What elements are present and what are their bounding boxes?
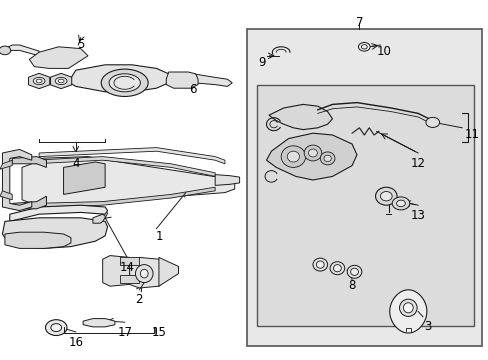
Ellipse shape	[375, 187, 396, 205]
Ellipse shape	[304, 145, 321, 161]
Ellipse shape	[287, 151, 299, 162]
Ellipse shape	[329, 262, 344, 275]
Circle shape	[45, 320, 67, 336]
Ellipse shape	[350, 268, 358, 275]
Circle shape	[358, 42, 369, 51]
Ellipse shape	[308, 149, 317, 157]
Polygon shape	[266, 133, 356, 180]
Ellipse shape	[320, 152, 334, 165]
Polygon shape	[129, 257, 163, 288]
Polygon shape	[93, 214, 105, 223]
Polygon shape	[28, 73, 50, 89]
Polygon shape	[22, 157, 234, 205]
Polygon shape	[120, 275, 139, 283]
Polygon shape	[0, 191, 12, 200]
Polygon shape	[0, 160, 12, 169]
Polygon shape	[159, 257, 178, 286]
Bar	[256, 85, 473, 326]
Text: 15: 15	[151, 326, 166, 339]
Ellipse shape	[36, 79, 42, 83]
Ellipse shape	[101, 69, 148, 96]
Text: 16: 16	[68, 336, 83, 348]
Bar	[246, 29, 481, 346]
Polygon shape	[5, 45, 39, 56]
Text: 12: 12	[410, 157, 425, 170]
Text: 4: 4	[72, 157, 80, 170]
Text: 11: 11	[464, 128, 478, 141]
Polygon shape	[83, 319, 115, 327]
Polygon shape	[10, 205, 107, 221]
Polygon shape	[2, 149, 32, 211]
Circle shape	[51, 324, 61, 332]
Text: 6: 6	[189, 83, 197, 96]
Polygon shape	[68, 65, 168, 92]
Ellipse shape	[140, 269, 148, 278]
Text: 1: 1	[155, 230, 163, 243]
Polygon shape	[193, 74, 232, 86]
Text: 2: 2	[135, 293, 143, 306]
Polygon shape	[166, 72, 198, 88]
Polygon shape	[389, 290, 426, 333]
Polygon shape	[34, 187, 215, 207]
Text: 5: 5	[77, 38, 84, 51]
Polygon shape	[12, 196, 46, 209]
Text: 8: 8	[347, 279, 355, 292]
Polygon shape	[29, 47, 88, 68]
Ellipse shape	[380, 192, 391, 201]
Polygon shape	[39, 148, 224, 164]
Ellipse shape	[58, 79, 64, 83]
Polygon shape	[50, 73, 72, 89]
Ellipse shape	[55, 77, 67, 85]
Ellipse shape	[346, 265, 361, 278]
Ellipse shape	[281, 146, 305, 167]
Circle shape	[361, 45, 366, 49]
Ellipse shape	[403, 303, 412, 313]
Text: 10: 10	[376, 45, 390, 58]
Ellipse shape	[316, 261, 324, 268]
Ellipse shape	[399, 299, 416, 316]
Text: 13: 13	[410, 209, 425, 222]
Text: 14: 14	[120, 261, 134, 274]
Circle shape	[396, 200, 405, 207]
Polygon shape	[34, 157, 215, 176]
Ellipse shape	[0, 46, 11, 55]
Ellipse shape	[109, 74, 140, 92]
Ellipse shape	[333, 265, 341, 272]
Ellipse shape	[312, 258, 327, 271]
Ellipse shape	[323, 155, 331, 162]
Polygon shape	[102, 256, 129, 286]
Text: 3: 3	[423, 320, 431, 333]
Polygon shape	[215, 175, 239, 185]
Text: 7: 7	[355, 16, 363, 29]
Polygon shape	[120, 257, 139, 265]
Circle shape	[391, 197, 409, 210]
Ellipse shape	[33, 77, 45, 85]
Polygon shape	[12, 157, 46, 167]
Polygon shape	[63, 162, 105, 194]
Ellipse shape	[135, 265, 153, 283]
Polygon shape	[268, 104, 332, 130]
Polygon shape	[5, 232, 71, 248]
Text: 9: 9	[257, 56, 265, 69]
Circle shape	[425, 117, 439, 127]
Text: 17: 17	[117, 326, 132, 339]
Polygon shape	[2, 218, 107, 248]
